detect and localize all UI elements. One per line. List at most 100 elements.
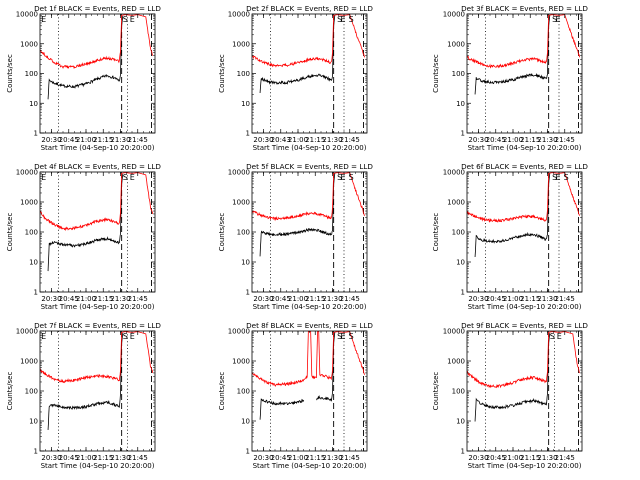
axes-frame: [466, 171, 583, 293]
y-tick-label: 10: [29, 418, 38, 426]
series-group: [252, 331, 366, 420]
x-tick-label: 21:00: [76, 454, 96, 462]
y-tick-label: 10: [456, 100, 465, 108]
y-tick-label: 1000: [232, 199, 250, 207]
axes-frame: [466, 330, 583, 452]
y-tick-label: 1000: [20, 358, 38, 366]
lld-series-line: [252, 14, 366, 68]
event-flag-label: S: [349, 15, 354, 24]
x-tick-label: 21:15: [305, 295, 325, 303]
x-axis-label: Start Time (04-Sep-10 20:20:00): [41, 462, 155, 470]
y-axis-label: Counts/sec: [432, 213, 440, 252]
x-axis-label: Start Time (04-Sep-10 20:20:00): [253, 303, 367, 311]
panel-title: Det 6f BLACK = Events, RED = LLD: [461, 162, 588, 171]
x-tick-label: 20:45: [271, 454, 291, 462]
event-flag-label: S: [552, 173, 557, 182]
y-axis-label: Counts/sec: [6, 372, 14, 411]
event-flag-label: S: [552, 15, 557, 24]
lld-series-line: [40, 172, 154, 232]
x-tick-label: 21:00: [76, 295, 96, 303]
axes-frame: [466, 13, 583, 134]
event-flag-label: E: [41, 332, 46, 341]
x-axis-label: Start Time (04-Sep-10 20:20:00): [468, 303, 582, 311]
events-series-line: [259, 15, 336, 93]
panel-title: Det 4f BLACK = Events, RED = LLD: [34, 162, 161, 171]
y-tick-label: 10: [241, 259, 250, 267]
event-flag-label: E: [341, 15, 346, 24]
y-tick-label: 1000: [232, 40, 250, 48]
x-tick-label: 21:30: [110, 136, 130, 144]
y-tick-label: 100: [237, 388, 250, 396]
x-tick-label: 21:00: [503, 295, 523, 303]
panel-det-5: Det 5f BLACK = Events, RED = LLD 1 10 100 10…: [218, 162, 373, 311]
event-flag-label: E: [130, 15, 135, 24]
x-tick-label: 21:15: [305, 454, 325, 462]
y-tick-label: 100: [452, 70, 465, 78]
y-tick-label: 100: [25, 388, 38, 396]
panel-det-9: Det 9f BLACK = Events, RED = LLD 1 10 100 10…: [432, 321, 588, 470]
event-flag-label: S: [349, 173, 354, 182]
x-tick-label: 21:45: [555, 136, 575, 144]
y-axis-label: Counts/sec: [6, 54, 14, 93]
y-tick-label: 1000: [232, 358, 250, 366]
panel-title: Det 9f BLACK = Events, RED = LLD: [461, 321, 588, 330]
x-axis-label: Start Time (04-Sep-10 20:20:00): [468, 144, 582, 152]
y-axis-label: Counts/sec: [218, 54, 226, 93]
x-tick-label: 21:30: [110, 295, 130, 303]
event-flag-label: S: [123, 332, 128, 341]
y-tick-label: 100: [452, 388, 465, 396]
y-tick-label: 1000: [447, 199, 465, 207]
y-tick-label: 1: [461, 289, 465, 297]
lld-series-line: [40, 14, 154, 70]
x-axis-label: Start Time (04-Sep-10 20:20:00): [41, 303, 155, 311]
series-group: [467, 14, 581, 95]
event-flag-label: E: [341, 332, 346, 341]
event-flag-label: E: [556, 15, 561, 24]
x-tick-label: 21:00: [288, 136, 308, 144]
x-tick-label: 20:30: [468, 295, 488, 303]
x-axis-label: Start Time (04-Sep-10 20:20:00): [41, 144, 155, 152]
x-tick-label: 20:45: [59, 295, 79, 303]
x-tick-label: 21:15: [520, 136, 540, 144]
y-tick-label: 10000: [16, 169, 38, 177]
y-axis-label: Counts/sec: [432, 54, 440, 93]
x-tick-label: 21:45: [555, 295, 575, 303]
y-tick-label: 10: [29, 259, 38, 267]
x-tick-label: 21:00: [503, 454, 523, 462]
axes-frame: [39, 330, 156, 452]
series-group: [40, 331, 154, 430]
series-group: [40, 14, 154, 100]
y-tick-label: 1: [461, 130, 465, 138]
panel-det-4: Det 4f BLACK = Events, RED = LLD 1 10 100 10…: [6, 162, 161, 311]
lld-series-line: [467, 331, 580, 389]
events-series-line: [259, 173, 336, 257]
x-tick-label: 20:30: [253, 295, 273, 303]
x-tick-label: 21:30: [110, 454, 130, 462]
y-tick-label: 100: [25, 70, 38, 78]
x-tick-label: 20:30: [253, 136, 273, 144]
lld-series-line: [40, 331, 154, 384]
events-series-line: [474, 173, 551, 258]
x-tick-label: 21:45: [128, 295, 148, 303]
x-tick-label: 21:45: [128, 136, 148, 144]
series-group: [252, 14, 366, 93]
x-tick-label: 21:15: [93, 136, 113, 144]
y-tick-label: 10000: [443, 169, 465, 177]
panel-title: Det 8f BLACK = Events, RED = LLD: [246, 321, 373, 330]
series-group: [252, 172, 365, 257]
x-axis-label: Start Time (04-Sep-10 20:20:00): [468, 462, 582, 470]
x-tick-label: 21:00: [288, 295, 308, 303]
y-tick-label: 100: [237, 70, 250, 78]
x-tick-label: 21:30: [537, 295, 557, 303]
y-tick-label: 100: [452, 229, 465, 237]
y-tick-label: 1000: [447, 358, 465, 366]
x-axis-label: Start Time (04-Sep-10 20:20:00): [253, 144, 367, 152]
events-series-line: [47, 16, 124, 100]
y-tick-label: 1000: [447, 40, 465, 48]
y-tick-label: 10: [456, 259, 465, 267]
x-tick-label: 20:45: [486, 136, 506, 144]
panel-title: Det 1f BLACK = Events, RED = LLD: [34, 4, 161, 13]
x-tick-label: 20:30: [41, 454, 61, 462]
x-tick-label: 21:30: [322, 136, 342, 144]
event-flag-label: S: [123, 173, 128, 182]
